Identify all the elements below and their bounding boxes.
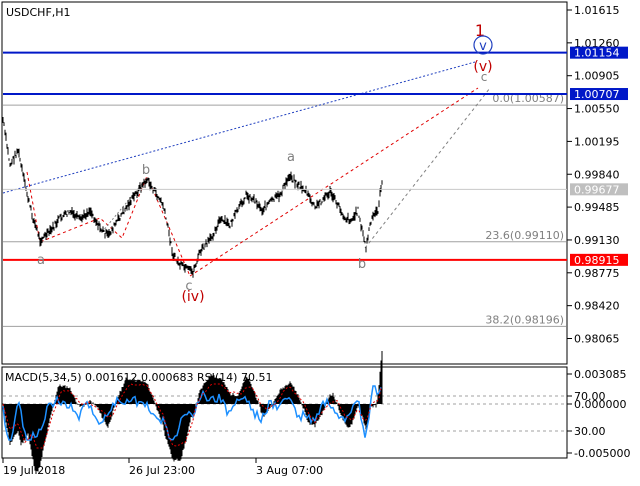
price-tick-label: 0.99485 [574, 201, 620, 214]
indicator-tick-label: 30.00 [574, 425, 606, 438]
price-tick-label: 1.00550 [574, 103, 620, 116]
wave-label-iv: (iv) [181, 289, 204, 305]
price-marker-box [570, 88, 628, 101]
price-markers: 1.01154 1.00707 0.99677 0.98915 [570, 46, 628, 267]
fibo-label: 38.2(0.98196) [485, 313, 564, 326]
trend-lines [2, 61, 491, 277]
wave-label-v: v [479, 39, 487, 54]
fibo-levels: 0.0(1.00587) 23.6(0.99110) 38.2(0.98196) [3, 92, 566, 327]
blue-dotted-channel [2, 61, 476, 194]
indicator-tick-label: -0.005000 [574, 447, 630, 460]
wave-label-a-left: a [37, 253, 45, 268]
indicator-title: MACD(5,34,5) 0.001612 0.000683 RSI(14) 7… [5, 371, 272, 384]
wave-label-a-right: a [287, 150, 295, 165]
indicator-frame [1, 366, 568, 459]
price-tick-label: 0.98775 [574, 267, 620, 280]
indicator-tick-label: 70.00 [574, 390, 606, 403]
price-series [2, 116, 383, 278]
price-tick-label: 0.98065 [574, 333, 620, 346]
price-marker-label: 1.01154 [574, 47, 620, 60]
price-marker-box [570, 183, 628, 196]
red-dotted-channel [189, 87, 479, 277]
price-tick-label: 1.01615 [574, 4, 620, 17]
price-marker-box [570, 253, 628, 266]
price-marker-label: 0.98915 [574, 254, 620, 267]
price-marker-box [570, 46, 628, 59]
price-axis: 1.01615 1.01260 1.00905 1.00550 1.00195 0.998… [567, 4, 620, 346]
price-tick-label: 0.99130 [574, 234, 620, 247]
red-dotted-zigzag [26, 171, 191, 277]
wave-label-c-bottom: c [185, 279, 192, 294]
price-marker-label: 1.00707 [574, 88, 620, 101]
indicator-tick-label: 0.003085 [574, 368, 627, 381]
price-marker-label: 0.99677 [574, 183, 620, 196]
wave-label-v-paren: (v) [473, 59, 492, 75]
wave-label-1: 1 [475, 21, 485, 40]
time-tick-label: 3 Aug 07:00 [256, 464, 323, 477]
rsi-line [2, 385, 382, 441]
indicator-axis: 0.003085 70.000.000000 30.00 -0.005000 [567, 368, 630, 460]
price-tick-label: 1.00905 [574, 70, 620, 83]
wave-labels: 1 v (v) c b a a b c (iv) [37, 21, 493, 305]
price-tick-label: 0.99840 [574, 168, 620, 181]
price-tick-label: 1.01260 [574, 37, 620, 50]
wave-label-b-left: b [142, 163, 150, 178]
horizontal-levels[interactable] [3, 51, 567, 261]
fibo-label: 0.0(1.00587) [492, 92, 564, 105]
main-frame [1, 1, 568, 365]
indicator-panel [2, 350, 566, 475]
time-tick-label: 26 Jul 23:00 [129, 464, 195, 477]
wave-label-c-top: c [481, 70, 488, 84]
price-tick-label: 1.00195 [574, 135, 620, 148]
symbol-label: USDCHF,H1 [6, 6, 71, 19]
time-axis: 19 Jul 2018 26 Jul 23:00 3 Aug 07:00 [2, 458, 323, 477]
gray-dotted-bc [364, 87, 491, 249]
wave-v-circle [473, 35, 493, 55]
time-tick-label: 19 Jul 2018 [3, 464, 65, 477]
price-tick-label: 0.98420 [574, 300, 620, 313]
wave-label-b-right: b [358, 257, 366, 272]
macd-signal-line [2, 383, 382, 449]
fibo-label: 23.6(0.99110) [485, 229, 564, 242]
indicator-tick-label: 0.000000 [574, 398, 627, 411]
